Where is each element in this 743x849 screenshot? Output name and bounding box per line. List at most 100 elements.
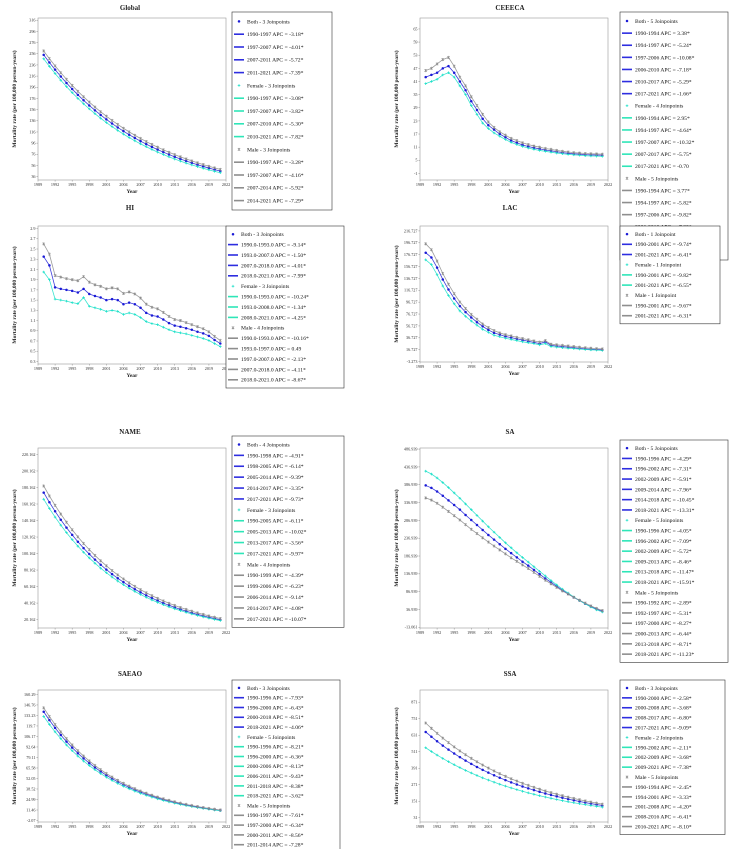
legend-label: 2006-2010 APC = -7.18* — [635, 67, 692, 73]
y-tick-label: 220.162 — [22, 452, 36, 457]
data-point — [447, 55, 450, 59]
legend-label: Male - 1 Joinpoint — [635, 293, 677, 299]
y-tick-label: 29 — [413, 105, 417, 110]
legend-label: 2016-2021 APC = -8.10* — [635, 824, 692, 830]
data-point — [150, 305, 154, 309]
data-point — [99, 559, 103, 563]
data-point — [578, 598, 581, 602]
data-point — [156, 323, 159, 326]
data-point — [578, 151, 581, 155]
data-point — [526, 564, 530, 567]
x-tick-label: 2013 — [553, 630, 561, 635]
legend-label: Female - 3 Joinpoints — [247, 508, 295, 514]
data-point — [469, 527, 473, 531]
data-point — [162, 603, 165, 606]
data-point — [133, 136, 137, 140]
data-point — [105, 310, 108, 313]
data-point — [600, 802, 604, 806]
data-point — [93, 763, 97, 768]
y-tick-label: 236 — [29, 62, 35, 67]
data-point — [196, 161, 199, 165]
data-point — [70, 87, 74, 91]
data-point — [219, 345, 222, 348]
data-point — [139, 142, 142, 146]
y-tick-label: 256 — [29, 51, 35, 56]
x-tick-label: 1998 — [85, 630, 93, 635]
data-point — [82, 759, 85, 763]
data-point — [464, 502, 467, 506]
data-point — [190, 159, 194, 163]
data-point — [452, 491, 456, 495]
data-point — [435, 77, 439, 81]
y-tick-label: 100.162 — [22, 551, 36, 556]
data-point — [82, 95, 85, 99]
series-male — [424, 496, 604, 613]
legend-marker — [237, 443, 241, 446]
data-point — [213, 334, 217, 338]
legend-label: 1994-1997 APC = -5.82* — [635, 200, 692, 206]
data-point — [144, 142, 148, 146]
x-tick-label: 1989 — [416, 364, 424, 369]
data-point — [583, 346, 587, 350]
x-tick-label: 2007 — [136, 630, 144, 635]
legend-label: 2007-2014 APC = -5.92* — [247, 186, 304, 192]
data-point — [481, 528, 484, 532]
data-point — [572, 595, 576, 599]
data-point — [447, 741, 450, 745]
data-point — [104, 287, 108, 291]
data-point — [521, 340, 524, 344]
data-point — [99, 308, 102, 311]
chart-ssa: SSA 1989 1992 1995 1998 2001 2004 2007 2010 2013 2… — [393, 670, 726, 837]
data-point — [469, 756, 473, 760]
series-male — [424, 242, 604, 351]
legend-label: 2018.0-2021.0 APC = -7.99* — [241, 274, 306, 280]
data-point — [435, 740, 439, 743]
data-point — [53, 286, 57, 289]
data-point — [65, 520, 68, 524]
legend-label: 2005-2013 APC = -10.02* — [247, 530, 307, 536]
data-point — [561, 343, 564, 347]
data-point — [99, 110, 103, 114]
legend-label: Both - 5 Joinpoints — [635, 19, 678, 25]
data-point — [139, 588, 142, 592]
x-tick-label: 1998 — [85, 182, 93, 187]
data-point — [492, 530, 496, 534]
legend-label: 2006-2011 APC = -9.43* — [247, 774, 304, 780]
data-point — [82, 296, 85, 299]
y-tick-label: 176 — [29, 96, 35, 101]
data-point — [509, 336, 513, 339]
legend: Both - 3 Joinpoints 1990-1997 APC = -3.18… — [231, 11, 333, 211]
data-point — [458, 518, 462, 522]
chart-lac: LAC 1989 1992 1995 1998 2001 2004 2007 2010 2013 2… — [393, 204, 721, 377]
data-point — [549, 582, 553, 586]
legend-marker — [237, 147, 241, 151]
x-tick-label: 2007 — [518, 824, 526, 829]
data-point — [475, 108, 479, 112]
y-tick-label: 60.162 — [24, 584, 36, 589]
data-point — [150, 594, 154, 598]
data-point — [93, 109, 97, 112]
data-point — [481, 328, 484, 331]
data-point — [429, 66, 433, 70]
y-tick-label: 17 — [413, 131, 417, 136]
data-point — [498, 333, 502, 336]
data-point — [122, 580, 125, 584]
data-point — [59, 512, 63, 516]
y-tick-label: 511 — [411, 749, 417, 754]
data-point — [59, 298, 63, 302]
data-point — [196, 165, 199, 168]
data-point — [515, 335, 519, 339]
legend-label: 2001-2021 APC = -6.31* — [635, 314, 692, 320]
data-point — [509, 777, 513, 781]
data-point — [486, 325, 490, 330]
legend-box — [619, 439, 729, 663]
chart-title: LAC — [503, 204, 518, 212]
x-axis-label: Year — [509, 189, 521, 195]
plot-area — [419, 225, 609, 363]
data-point — [464, 769, 467, 772]
data-point — [544, 792, 547, 795]
data-point — [458, 749, 462, 753]
y-tick-label: 0.5 — [30, 349, 35, 354]
data-point — [87, 548, 91, 552]
x-tick-label: 2013 — [553, 824, 561, 829]
